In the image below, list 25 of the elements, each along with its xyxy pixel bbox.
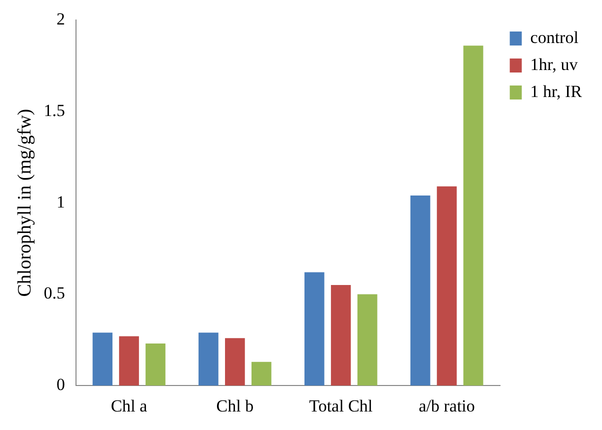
y-tick-label: 0 (56, 375, 66, 394)
y-tick-label: 1 (56, 192, 66, 212)
bar (436, 186, 457, 386)
bar (304, 272, 324, 386)
bar (146, 344, 166, 386)
legend-label: 1hr, uv (530, 54, 578, 74)
y-tick-label: 1.5 (44, 100, 66, 120)
bar (410, 195, 430, 386)
bar (92, 332, 112, 386)
bar (463, 46, 484, 386)
x-tick-label: Total Chl (309, 396, 373, 416)
bar (357, 294, 378, 386)
y-axis-title: Chlorophyll in (mg/gfw) (14, 108, 36, 297)
x-tick-label: a/b ratio (418, 396, 475, 416)
bar (225, 338, 245, 386)
y-tick-label: 2 (56, 9, 66, 28)
bar (251, 362, 272, 386)
x-tick-label: Chl b (216, 396, 254, 416)
legend-label: control (530, 28, 579, 47)
bar (119, 336, 139, 386)
legend-label: 1 hr, IR (530, 82, 583, 101)
bar (330, 285, 351, 386)
bar (198, 332, 218, 386)
x-tick-label: Chl a (110, 396, 148, 416)
y-tick-label: 0.5 (44, 284, 66, 303)
